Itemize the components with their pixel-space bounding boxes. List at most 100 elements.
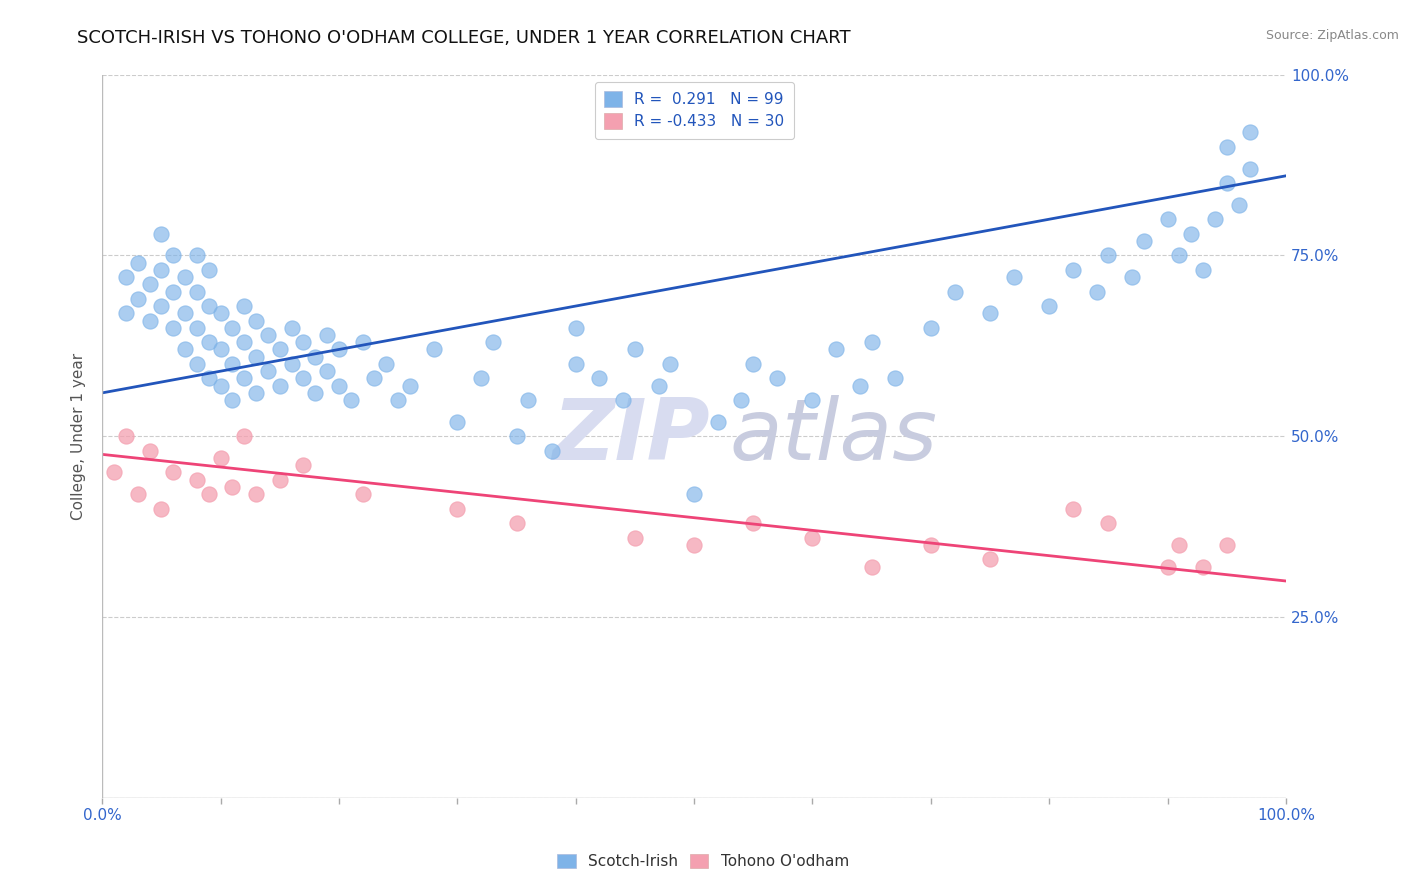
Point [860,559,883,574]
Point [127,292,149,306]
Point [387,393,409,408]
Point [352,487,374,501]
Point [269,473,291,487]
Point [115,270,138,285]
Point [1216,538,1239,552]
Point [221,393,243,408]
Point [1239,125,1261,139]
Point [470,371,492,385]
Point [292,371,315,385]
Point [186,473,208,487]
Point [221,320,243,334]
Point [920,538,942,552]
Point [340,393,363,408]
Point [1097,248,1119,262]
Point [1180,227,1202,241]
Point [683,538,706,552]
Point [1085,285,1108,299]
Point [186,357,208,371]
Point [257,364,280,378]
Point [316,364,339,378]
Point [352,335,374,350]
Point [1062,501,1084,516]
Point [245,385,267,400]
Point [197,263,219,277]
Point [1204,212,1226,227]
Point [127,255,149,269]
Y-axis label: College, Under 1 year: College, Under 1 year [72,352,86,520]
Point [197,371,219,385]
Point [150,263,173,277]
Point [328,343,350,357]
Point [162,248,184,262]
Point [150,227,173,241]
Point [482,335,505,350]
Point [174,270,197,285]
Point [517,393,540,408]
Point [316,328,339,343]
Point [801,531,824,545]
Point [328,378,350,392]
Point [1192,559,1215,574]
Point [1239,161,1261,176]
Point [292,335,315,350]
Point [399,378,422,392]
Point [1227,198,1250,212]
Point [209,378,232,392]
Legend: R =  0.291   N = 99, R = -0.433   N = 30: R = 0.291 N = 99, R = -0.433 N = 30 [595,82,793,138]
Point [257,328,280,343]
Point [801,393,824,408]
Point [1216,176,1239,190]
Point [174,343,197,357]
Point [186,285,208,299]
Point [269,343,291,357]
Point [564,357,586,371]
Point [245,313,267,327]
Point [150,501,173,516]
Point [1121,270,1143,285]
Point [304,385,326,400]
Point [1038,299,1060,313]
Point [683,487,706,501]
Point [245,487,267,501]
Point [766,371,789,385]
Point [233,335,256,350]
Point [269,378,291,392]
Point [162,320,184,334]
Point [647,378,669,392]
Point [825,343,848,357]
Point [588,371,610,385]
Point [1216,140,1239,154]
Point [209,306,232,320]
Point [233,371,256,385]
Point [186,248,208,262]
Point [245,350,267,364]
Point [742,357,765,371]
Point [541,443,564,458]
Point [564,320,586,334]
Text: Source: ZipAtlas.com: Source: ZipAtlas.com [1265,29,1399,42]
Point [920,320,942,334]
Point [363,371,385,385]
Point [162,466,184,480]
Point [1002,270,1025,285]
Point [292,458,315,473]
Point [221,357,243,371]
Point [138,313,160,327]
Point [1062,263,1084,277]
Point [197,487,219,501]
Point [115,429,138,443]
Point [742,516,765,530]
Point [115,306,138,320]
Text: ZIP: ZIP [553,395,710,478]
Point [1192,263,1215,277]
Point [884,371,907,385]
Point [138,277,160,292]
Point [624,531,647,545]
Point [1156,559,1178,574]
Point [860,335,883,350]
Point [849,378,872,392]
Point [1168,248,1191,262]
Point [221,480,243,494]
Point [304,350,326,364]
